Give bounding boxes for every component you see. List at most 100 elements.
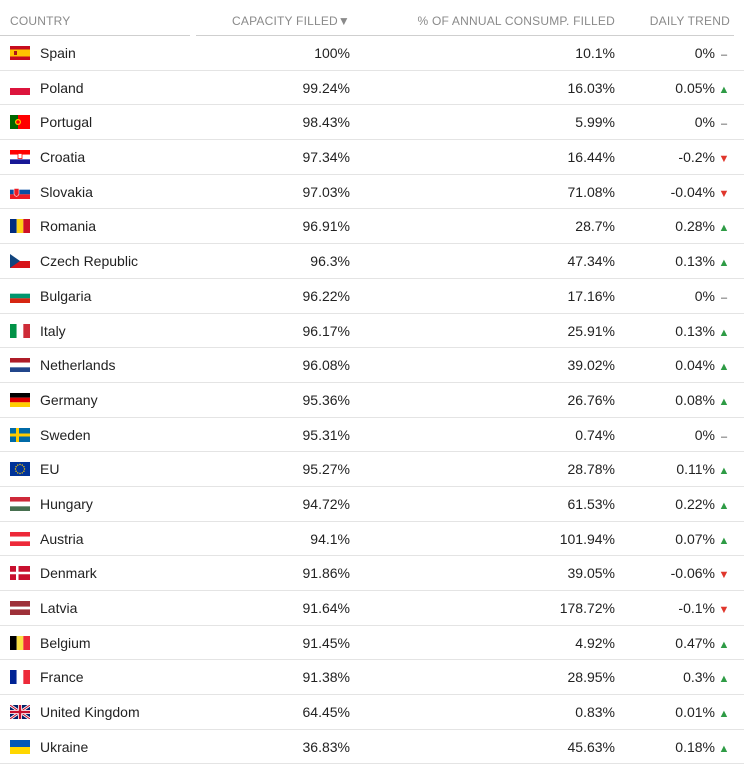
capacity-filled-value: 95.27% [302,461,350,478]
flag-czech-republic-icon [10,254,30,269]
consumption-filled-value: 0.74% [575,426,615,443]
country-name[interactable]: Ukraine [40,738,89,755]
country-name[interactable]: Denmark [40,565,97,582]
table-row: United Kingdom 64.45% 0.83% 0.01% ▲ [0,695,744,730]
consumption-filled-value: 26.76% [567,391,615,408]
daily-trend-value: -0.2% [678,149,715,166]
country-name[interactable]: Spain [40,45,76,61]
table-row: Romania 96.91% 28.7% 0.28% ▲ [0,209,744,245]
table-row: Italy 96.17% 25.91% 0.13% ▲ [0,314,744,349]
daily-trend: 0.08% ▲ [675,392,730,408]
daily-trend-value: 0% [694,287,715,304]
daily-trend-value: -0.04% [670,183,715,200]
flag-italy-icon [10,323,30,338]
country-name[interactable]: Latvia [40,600,78,616]
capacity-filled-value: 36.83% [302,738,350,755]
daily-trend: 0.07% ▲ [675,531,730,547]
table-row: Ukraine 36.83% 45.63% 0.18% ▲ [0,730,744,765]
daily-trend: 0% – [695,288,730,304]
capacity-filled-value: 96.3% [310,253,350,270]
capacity-filled-value: 91.64% [302,600,350,616]
country-name[interactable]: Belgium [40,634,91,651]
daily-trend-value: 0.01% [675,704,715,721]
capacity-filled-value: 95.31% [302,426,350,443]
column-header-capacity-label: CAPACITY FILLED [232,14,338,28]
daily-trend: 0.01% ▲ [675,704,730,720]
flag-latvia-icon [10,601,30,615]
capacity-filled-value: 91.45% [302,634,350,651]
flag-bulgaria-icon [10,288,30,303]
country-name[interactable]: Croatia [40,149,86,166]
consumption-filled-value: 0.83% [575,704,615,721]
sort-desc-icon: ▼ [337,14,350,28]
table-row: Poland 99.24% 16.03% 0.05% ▲ [0,71,744,106]
capacity-filled-value: 91.38% [302,669,350,686]
flag-netherlands-icon [10,358,30,373]
daily-trend: -0.1% ▼ [678,600,730,616]
country-name[interactable]: Germany [40,391,98,408]
trend-up-icon: ▲ [718,326,730,339]
country-name[interactable]: Sweden [40,426,91,443]
table-row: France 91.38% 28.95% 0.3% ▲ [0,660,744,696]
flag-sweden-icon [10,427,30,442]
country-name[interactable]: Portugal [40,114,93,131]
consumption-filled-value: 101.94% [559,530,615,547]
daily-trend: 0.22% ▲ [675,496,730,512]
table-row: Germany 95.36% 26.76% 0.08% ▲ [0,383,744,418]
daily-trend: 0.28% ▲ [675,218,730,234]
country-name[interactable]: EU [40,461,60,478]
flag-austria-icon [10,531,30,546]
country-name[interactable]: United Kingdom [40,704,140,721]
country-name[interactable]: Hungary [40,495,93,512]
country-name[interactable]: Poland [40,79,84,96]
table-row: Hungary 94.72% 61.53% 0.22% ▲ [0,487,744,522]
table-body: Spain 100% 10.1% 0% – Poland 99.24% 16.03% 0.05%… [0,36,744,765]
flag-belgium-icon [10,635,30,650]
daily-trend: 0.11% ▲ [676,461,730,477]
country-name[interactable]: Netherlands [40,357,116,374]
trend-up-icon: ▲ [718,638,730,651]
table-row: Denmark 91.86% 39.05% -0.06% ▼ [0,556,744,591]
column-header-consumption[interactable]: % OF ANNUAL CONSUMP. FILLED [417,14,615,28]
consumption-filled-value: 28.78% [567,461,615,478]
consumption-filled-value: 5.99% [575,114,615,131]
trend-up-icon: ▲ [718,222,730,235]
flag-portugal-icon [10,115,30,130]
daily-trend: 0.47% ▲ [675,635,730,651]
table-row: Netherlands 96.08% 39.02% 0.04% ▲ [0,348,744,383]
trend-flat-icon: – [720,430,728,443]
trend-up-icon: ▲ [718,83,730,96]
column-header-country[interactable]: COUNTRY [10,14,71,28]
column-header-trend[interactable]: DAILY TREND [649,14,730,28]
trend-up-icon: ▲ [718,465,730,478]
daily-trend-value: 0.18% [675,738,715,755]
daily-trend: -0.2% ▼ [678,149,730,165]
table-row: Portugal 98.43% 5.99% 0% – [0,105,744,141]
country-name[interactable]: France [40,669,84,686]
country-name[interactable]: Slovakia [40,183,93,200]
trend-up-icon: ▲ [718,395,730,408]
column-header-capacity[interactable]: CAPACITY FILLED▼ [232,14,350,28]
country-name[interactable]: Italy [40,322,66,339]
daily-trend: 0.3% ▲ [683,669,730,685]
daily-trend: 0.18% ▲ [675,739,730,755]
flag-poland-icon [10,80,30,95]
daily-trend-value: 0.07% [675,530,715,547]
trend-up-icon: ▲ [718,742,730,755]
table-row: Spain 100% 10.1% 0% – [0,36,744,71]
flag-ukraine-icon [10,739,30,754]
trend-down-icon: ▼ [718,153,730,166]
country-name[interactable]: Romania [40,218,97,235]
daily-trend-value: 0.3% [683,669,715,686]
country-name[interactable]: Bulgaria [40,287,92,304]
flag-spain-icon [10,46,30,60]
daily-trend-value: 0.28% [675,218,715,235]
consumption-filled-value: 45.63% [567,738,615,755]
capacity-filled-value: 95.36% [302,391,350,408]
flag-slovakia-icon [10,184,30,199]
country-name[interactable]: Austria [40,530,84,547]
table-row: Belgium 91.45% 4.92% 0.47% ▲ [0,626,744,661]
country-name[interactable]: Czech Republic [40,253,139,270]
capacity-filled-value: 99.24% [302,79,350,96]
